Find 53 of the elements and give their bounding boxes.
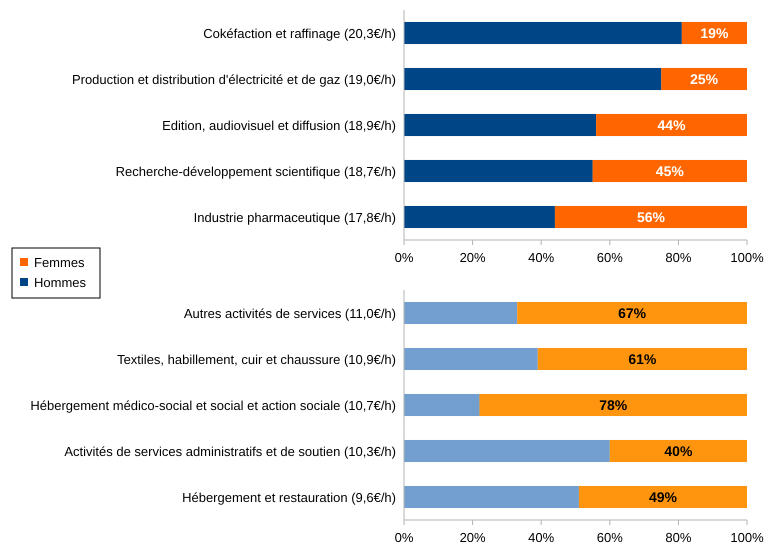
bar [404, 68, 662, 90]
data-label: 67% [618, 305, 647, 321]
y-tick-label: Production et distribution d'électricité et de gaz (19,0€/h) [72, 72, 396, 87]
y-tick-label: Textiles, habillement, cuir et chaussure (10,9€/h) [117, 352, 396, 367]
x-tick-label: 80% [665, 250, 692, 265]
bar [554, 206, 747, 228]
bar [538, 348, 747, 370]
bar [404, 206, 555, 228]
data-label: 78% [599, 397, 628, 413]
legend-label: Hommes [34, 275, 87, 290]
bar [404, 394, 480, 416]
x-tick-label: 0% [394, 530, 414, 545]
x-tick-label: 80% [665, 530, 692, 545]
bar [404, 348, 538, 370]
bar [404, 486, 579, 508]
y-tick-label: Hébergement et restauration (9,6€/h) [182, 490, 396, 505]
bar [404, 440, 610, 462]
bar [592, 160, 747, 182]
y-tick-label: Edition, audiovisuel et diffusion (18,9€/h) [162, 118, 396, 133]
data-label: 19% [700, 25, 729, 41]
data-label: 44% [658, 117, 686, 133]
x-tick-label: 0% [394, 250, 414, 265]
legend-label: Femmes [34, 255, 86, 270]
data-label: 56% [636, 209, 666, 225]
y-tick-label: Cokéfaction et raffinage (20,3€/h) [203, 26, 396, 41]
bar [517, 302, 747, 324]
y-tick-label: Industrie pharmaceutique (17,8€/h) [194, 210, 396, 225]
bar [610, 440, 747, 462]
data-label: 61% [628, 351, 657, 367]
bar [578, 486, 747, 508]
y-tick-label: Hébergement médico-social et social et action sociale (10,7€/h) [30, 398, 396, 413]
bar [404, 302, 518, 324]
bar [479, 394, 747, 416]
y-tick-label: Autres activités de services (11,0€/h) [184, 306, 396, 321]
x-tick-label: 100% [730, 530, 764, 545]
bar [661, 68, 747, 90]
x-tick-label: 60% [596, 250, 624, 265]
data-label: 25% [690, 71, 719, 87]
bar [404, 22, 682, 44]
bar [404, 160, 593, 182]
x-tick-label: 20% [460, 530, 486, 545]
x-tick-label: 60% [596, 530, 624, 545]
x-tick-label: 40% [528, 530, 555, 545]
x-tick-label: 100% [730, 250, 764, 265]
data-label: 49% [648, 489, 678, 505]
data-label: 45% [656, 163, 684, 179]
x-tick-label: 20% [460, 250, 486, 265]
y-tick-label: Activités de services administratifs et de soutien (10,3€/h) [64, 444, 396, 459]
y-tick-label: Recherche-développement scientifique (18,7€/h) [116, 164, 396, 179]
data-label: 40% [664, 443, 693, 459]
x-tick-label: 40% [528, 250, 555, 265]
bar [404, 114, 596, 136]
bar [596, 114, 747, 136]
